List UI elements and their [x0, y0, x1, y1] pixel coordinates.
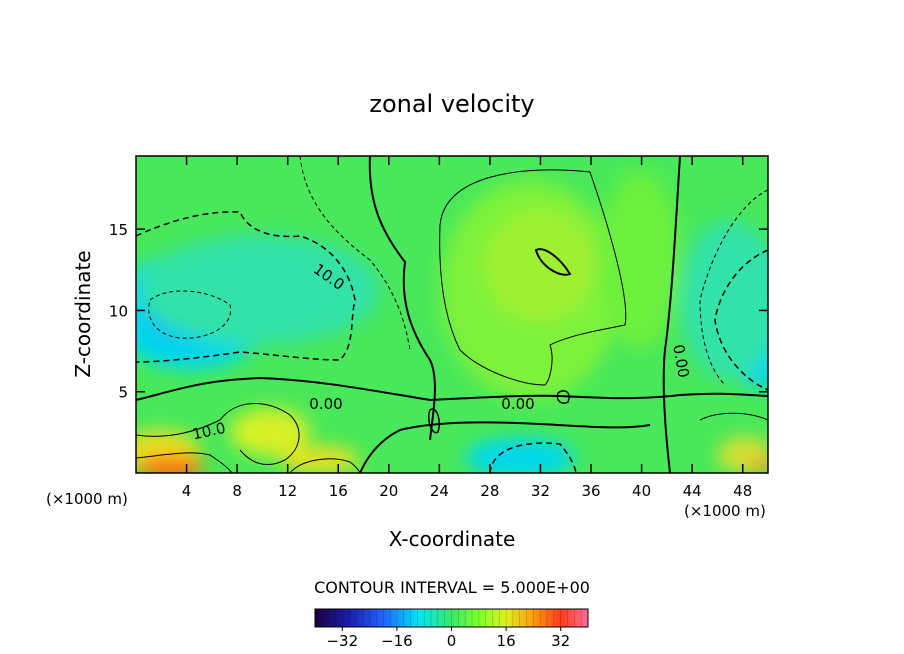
x-tick-label: 16 — [329, 482, 348, 500]
contour-zero-central — [368, 156, 436, 441]
y-axis-label: Z-coordinate — [71, 250, 95, 377]
contour-zero-low — [136, 376, 768, 402]
field-blob-teal-upper-left — [140, 235, 380, 345]
contour-minus5-thin — [299, 156, 411, 351]
colorbar-tick-label: 32 — [551, 632, 570, 650]
contour-zero-island — [534, 248, 572, 276]
x-unit-right: (×1000 m) — [684, 502, 766, 520]
contour-plus5-right — [699, 412, 768, 421]
y-tick-label: 10 — [109, 302, 128, 320]
contour-label: 0.00 — [501, 395, 534, 413]
contour-lines — [136, 156, 768, 473]
contour-zero-right — [662, 156, 681, 473]
x-tick-label: 8 — [232, 482, 242, 500]
contour-label: 0.00 — [669, 343, 693, 379]
chart-title: zonal velocity — [369, 90, 534, 118]
x-tick-label: 36 — [581, 482, 600, 500]
x-tick-label: 24 — [430, 482, 449, 500]
colorbar-tick-label: −32 — [326, 632, 358, 650]
x-tick-label: 4 — [182, 482, 192, 500]
x-tick-label: 20 — [379, 482, 398, 500]
field-blob-yellowgreen-center — [485, 210, 595, 320]
contour-small-loop-2 — [556, 390, 570, 405]
field-blob-orange-right — [750, 458, 768, 473]
colorbar-ticks: −32 −16 0 16 32 — [326, 627, 570, 650]
contour-zero-bottom — [359, 421, 651, 473]
contour-plus5-center — [439, 169, 627, 386]
colorbar-tick-label: 16 — [497, 632, 516, 650]
heatmap-field: 10.0 0.00 10.0 0.00 0.00 — [136, 156, 768, 473]
contour-plus10-lower-left — [136, 403, 300, 465]
contour-minus5-right — [699, 189, 768, 386]
y-tick-label: 15 — [109, 221, 128, 239]
x-tick-label: 40 — [632, 482, 651, 500]
x-tick-label: 32 — [531, 482, 550, 500]
x-axis-ticks: 4 8 12 16 20 24 28 32 36 40 44 48 — [182, 156, 752, 500]
x-tick-label: 28 — [480, 482, 499, 500]
x-unit-left: (×1000 m) — [46, 490, 128, 508]
plot-frame — [135, 155, 769, 474]
colorbar-tick-label: 0 — [447, 632, 457, 650]
field-blob-orange-bottom-left — [136, 456, 204, 473]
colorbar-segments — [321, 609, 582, 627]
colorbar: −32 −16 0 16 32 — [314, 608, 589, 650]
field-blob-green-mid — [600, 170, 680, 350]
contour-small-loop-1 — [427, 408, 441, 434]
contour-minus10-upper — [136, 211, 356, 363]
contour-plus15-lower-left — [136, 452, 233, 473]
field-blob-yellow-bottom — [280, 446, 360, 473]
field-blob-yellow-lower-left — [230, 408, 310, 456]
contour-minus10-bottom — [489, 442, 577, 473]
contour-label: 0.00 — [309, 395, 342, 413]
contour-minus15-core — [148, 290, 232, 339]
y-axis-ticks: 5 10 15 — [109, 221, 768, 402]
x-axis-label: X-coordinate — [389, 527, 516, 551]
x-tick-label: 44 — [683, 482, 702, 500]
colorbar-tick-label: −16 — [381, 632, 413, 650]
x-tick-label: 12 — [278, 482, 297, 500]
field-blob-cyan-bottom — [465, 438, 575, 473]
contour-minus10-right — [714, 249, 768, 391]
field-blob-teal-right — [680, 220, 768, 380]
x-tick-label: 48 — [733, 482, 752, 500]
y-tick-label: 5 — [118, 384, 128, 402]
contour-interval-text: CONTOUR INTERVAL = 5.000E+00 — [314, 578, 590, 597]
contour-plus10-bottom — [289, 458, 361, 473]
